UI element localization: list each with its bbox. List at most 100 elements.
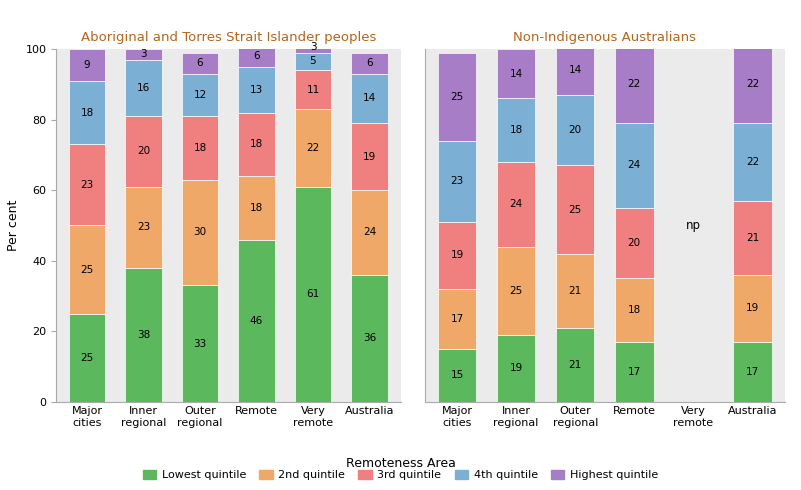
Bar: [238, 176, 275, 240]
Text: 36: 36: [363, 333, 376, 343]
Bar: [295, 52, 332, 70]
Bar: [182, 116, 219, 179]
Bar: [556, 328, 594, 402]
Bar: [438, 141, 477, 222]
Text: 21: 21: [569, 286, 582, 295]
Title: Aboriginal and Torres Strait Islander peoples: Aboriginal and Torres Strait Islander pe…: [81, 31, 376, 44]
Bar: [556, 95, 594, 166]
Bar: [69, 144, 106, 225]
Bar: [351, 275, 388, 402]
Text: 25: 25: [569, 204, 582, 215]
Text: 13: 13: [250, 85, 264, 95]
Text: 5: 5: [310, 56, 316, 66]
Bar: [733, 201, 771, 275]
Bar: [615, 208, 654, 278]
Text: 23: 23: [137, 222, 151, 232]
Y-axis label: Per cent: Per cent: [6, 200, 20, 251]
Text: 6: 6: [197, 58, 203, 68]
Text: 25: 25: [80, 265, 94, 274]
Text: 22: 22: [746, 79, 759, 89]
Text: 20: 20: [628, 238, 641, 248]
Bar: [69, 81, 106, 144]
Text: 20: 20: [137, 147, 150, 156]
Text: Remoteness Area: Remoteness Area: [345, 457, 456, 470]
Bar: [295, 109, 332, 187]
Text: 21: 21: [746, 233, 759, 243]
Text: 38: 38: [137, 330, 151, 340]
Text: np: np: [686, 219, 701, 232]
Bar: [125, 116, 162, 187]
Bar: [733, 342, 771, 402]
Bar: [238, 240, 275, 402]
Bar: [351, 74, 388, 123]
Bar: [351, 190, 388, 275]
Text: 17: 17: [746, 367, 759, 377]
Bar: [497, 49, 535, 98]
Text: 20: 20: [569, 125, 582, 135]
Bar: [438, 52, 477, 141]
Bar: [182, 52, 219, 74]
Bar: [238, 113, 275, 176]
Text: 46: 46: [250, 316, 264, 326]
Bar: [295, 42, 332, 52]
Bar: [497, 246, 535, 335]
Text: 12: 12: [193, 90, 207, 100]
Text: 30: 30: [194, 227, 207, 238]
Bar: [556, 166, 594, 254]
Bar: [497, 162, 535, 246]
Bar: [295, 70, 332, 109]
Bar: [125, 60, 162, 116]
Text: 19: 19: [746, 303, 759, 313]
Text: 18: 18: [509, 125, 523, 135]
Bar: [733, 275, 771, 342]
Text: 18: 18: [80, 107, 94, 118]
Text: 23: 23: [80, 180, 94, 190]
Text: 33: 33: [193, 339, 207, 348]
Legend: Lowest quintile, 2nd quintile, 3rd quintile, 4th quintile, Highest quintile: Lowest quintile, 2nd quintile, 3rd quint…: [139, 465, 662, 485]
Text: 23: 23: [450, 176, 464, 186]
Bar: [69, 49, 106, 81]
Bar: [438, 349, 477, 402]
Text: 24: 24: [628, 160, 641, 171]
Bar: [438, 289, 477, 349]
Bar: [438, 222, 477, 289]
Text: 19: 19: [509, 363, 523, 373]
Text: 16: 16: [137, 83, 151, 93]
Bar: [182, 285, 219, 402]
Bar: [69, 314, 106, 402]
Bar: [69, 225, 106, 314]
Bar: [615, 123, 654, 208]
Bar: [556, 46, 594, 95]
Bar: [125, 187, 162, 268]
Text: 6: 6: [366, 58, 372, 68]
Text: 25: 25: [450, 92, 464, 101]
Text: 25: 25: [80, 353, 94, 363]
Bar: [497, 335, 535, 402]
Bar: [125, 268, 162, 402]
Title: Non-Indigenous Australians: Non-Indigenous Australians: [513, 31, 696, 44]
Text: 9: 9: [84, 60, 91, 70]
Text: 18: 18: [193, 143, 207, 153]
Bar: [351, 123, 388, 190]
Text: 22: 22: [628, 79, 641, 89]
Bar: [238, 46, 275, 67]
Text: 19: 19: [450, 250, 464, 260]
Text: 22: 22: [746, 157, 759, 167]
Bar: [733, 123, 771, 201]
Bar: [351, 52, 388, 74]
Text: 14: 14: [569, 65, 582, 75]
Text: 18: 18: [628, 305, 641, 315]
Text: 11: 11: [306, 85, 320, 95]
Text: 17: 17: [450, 314, 464, 324]
Bar: [295, 187, 332, 402]
Bar: [556, 254, 594, 328]
Bar: [615, 278, 654, 342]
Bar: [182, 179, 219, 285]
Bar: [125, 49, 162, 60]
Text: 24: 24: [509, 199, 523, 209]
Text: 14: 14: [509, 69, 523, 79]
Bar: [733, 46, 771, 123]
Bar: [182, 74, 219, 116]
Text: 14: 14: [363, 94, 376, 103]
Text: 61: 61: [306, 289, 320, 299]
